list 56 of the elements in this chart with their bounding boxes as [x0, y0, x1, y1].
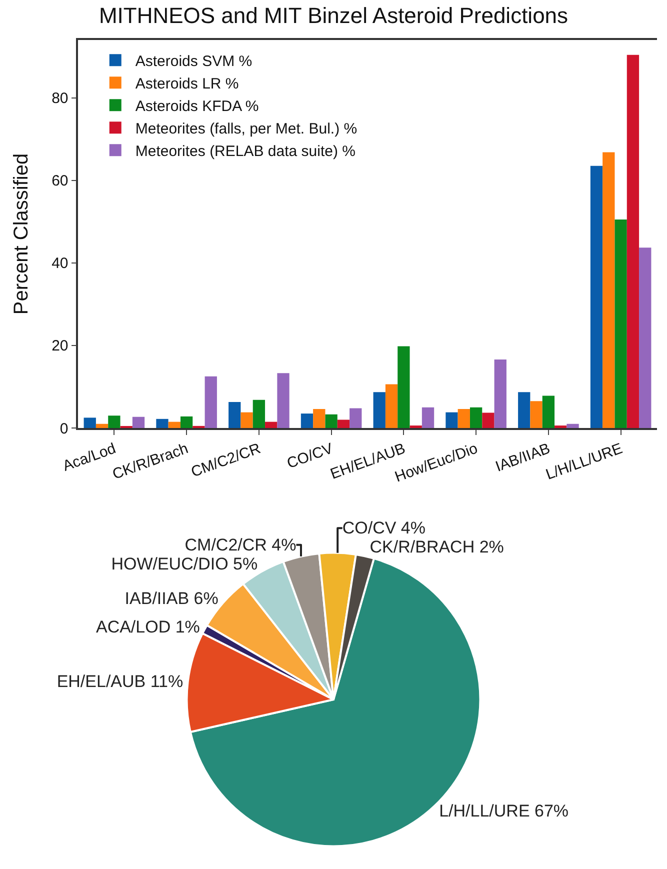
bar — [446, 412, 458, 428]
bar — [590, 166, 603, 428]
bar — [482, 412, 494, 428]
bar — [277, 373, 290, 428]
legend-label: Meteorites (RELAB data suite) % — [135, 142, 356, 160]
y-tick-label: 0 — [60, 420, 68, 438]
bar — [96, 424, 108, 428]
bar — [518, 392, 530, 428]
bar — [626, 54, 640, 428]
bar — [252, 400, 266, 428]
bar — [240, 412, 253, 428]
bar — [530, 401, 542, 428]
bar — [84, 418, 96, 428]
bar — [325, 414, 338, 428]
bar — [168, 422, 180, 428]
y-tick-label: 40 — [52, 255, 68, 272]
bar — [156, 418, 168, 428]
bar — [350, 408, 362, 428]
bar — [422, 407, 434, 428]
bar — [180, 416, 193, 428]
slice-label: L/H/LL/URE 67% — [439, 802, 569, 821]
bar — [265, 422, 278, 428]
bar — [458, 409, 470, 428]
legend-label: Asteroids KFDA % — [135, 98, 259, 115]
slice-label: HOW/EUC/DIO 5% — [111, 554, 258, 574]
y-tick-label: 80 — [52, 90, 68, 108]
slice-label: CM/C2/CR 4% — [184, 535, 296, 554]
legend-label: Asteroids SVM % — [135, 52, 252, 70]
bar — [398, 346, 410, 428]
bar — [566, 424, 579, 428]
y-axis-title: Percent Classified — [10, 153, 32, 315]
bar — [132, 416, 145, 428]
legend-label: Meteorites (falls, per Met. Bul.) % — [135, 120, 358, 138]
bar — [337, 420, 350, 428]
slice-label: EH/EL/AUB 11% — [56, 672, 184, 691]
bar — [614, 220, 627, 428]
slice-label: ACA/LOD 1% — [96, 618, 200, 637]
chart-title: MITHNEOS and MIT Binzel Asteroid Predictions — [98, 3, 568, 28]
y-tick-label: 60 — [52, 172, 68, 190]
bar — [313, 409, 326, 428]
bar — [542, 396, 555, 428]
y-tick-label: 20 — [52, 338, 68, 355]
slice-label: CK/R/BRACH 2% — [370, 538, 504, 557]
legend-label: Asteroids LR % — [135, 75, 239, 92]
bar — [602, 152, 615, 428]
bar — [108, 416, 120, 428]
bar — [494, 359, 506, 428]
bar — [300, 414, 314, 428]
bar — [204, 376, 217, 428]
bar — [385, 384, 398, 428]
bar — [228, 402, 241, 428]
slice-label: CO/CV 4% — [342, 518, 426, 538]
slice-label: IAB/IIAB 6% — [124, 589, 218, 608]
bar — [373, 392, 386, 428]
bar — [470, 407, 482, 428]
bar — [639, 248, 652, 428]
